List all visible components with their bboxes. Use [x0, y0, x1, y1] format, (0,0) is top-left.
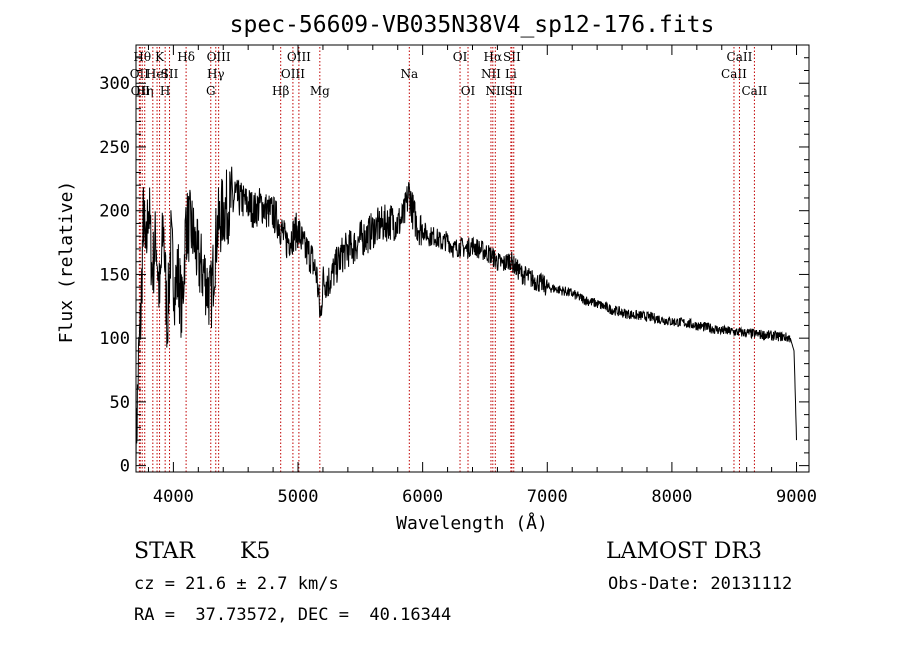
spectral-line-label: Hδ — [177, 50, 195, 64]
x-tick-label: 4000 — [153, 487, 194, 507]
spectral-line-label: H — [160, 84, 170, 98]
spectral-line-label: SII — [161, 67, 179, 81]
spectral-line-label: SII — [503, 50, 521, 64]
x-tick-label: 8000 — [651, 487, 692, 507]
spectral-line-label: K — [155, 50, 165, 64]
object-subclass: K5 — [240, 539, 271, 564]
spectrum-series-line — [135, 166, 797, 470]
spectral-line-label: CaII — [741, 84, 767, 98]
y-axis: 0 50 100 150 200 250 300 — [99, 57, 809, 477]
y-tick-label: 150 — [99, 265, 130, 285]
spectral-line-label: NII — [481, 67, 501, 81]
spectral-line-label: OIII — [281, 67, 305, 81]
y-tick-label: 100 — [99, 329, 130, 349]
spectral-line-label: SII — [505, 84, 523, 98]
spectral-line-label: OI — [453, 50, 468, 64]
spectral-line-label: OII — [131, 84, 151, 98]
spectral-line-label: Hγ — [207, 67, 225, 81]
spectral-line-label: OIII — [207, 50, 231, 64]
spectral-line-label: CaII — [727, 50, 753, 64]
x-axis-label: Wavelength (Å) — [396, 512, 548, 534]
obs-date-text: Obs-Date: 20131112 — [608, 574, 793, 594]
y-tick-label: 200 — [99, 202, 130, 222]
y-tick-label: 0 — [120, 457, 130, 477]
spectral-line-label: Li — [505, 67, 517, 81]
x-tick-label: 6000 — [402, 487, 443, 507]
x-tick-label: 9000 — [776, 487, 817, 507]
spectral-line-label: OI — [461, 84, 476, 98]
spectral-line-label: Hα — [484, 50, 503, 64]
chart-title: spec-56609-VB035N38V4_sp12-176.fits — [230, 12, 715, 38]
spectral-line-label: NII — [485, 84, 505, 98]
spectral-line-label: OIII — [287, 50, 311, 64]
spectral-line-label: CaII — [721, 67, 747, 81]
coordinates-text: RA = 37.73572, DEC = 40.16344 — [134, 605, 452, 625]
spectral-line-label: Hθ — [133, 50, 151, 64]
plot-frame — [135, 44, 810, 473]
x-tick-label: 5000 — [278, 487, 319, 507]
spectral-line-label: Na — [400, 67, 418, 81]
y-tick-label: 50 — [110, 393, 130, 413]
y-tick-label: 300 — [99, 74, 130, 94]
spectral-line-label: OII — [130, 67, 150, 81]
spectrum-chart: spec-56609-VB035N38V4_sp12-176.fits OIIO… — [56, 12, 817, 534]
y-tick-label: 250 — [99, 138, 130, 158]
spectral-line-label: Hη — [136, 84, 154, 98]
spectrum-line-group — [135, 166, 797, 470]
spectral-line-label: G — [206, 84, 216, 98]
x-axis: 4000 5000 6000 7000 8000 9000 — [147, 45, 817, 507]
y-axis-label: Flux (relative) — [56, 181, 77, 344]
redshift-text: cz = 21.6 ± 2.7 km/s — [134, 574, 339, 594]
emission-line-markers: OII OII Hθ Hη HeI K H SII Hδ G Hγ OIII Hβ OIII OIII Mg N… — [130, 47, 768, 472]
spectral-line-label: HeI — [146, 67, 169, 81]
spectral-line-label: Hβ — [272, 84, 289, 98]
object-class: STAR — [134, 539, 195, 564]
x-tick-label: 7000 — [527, 487, 568, 507]
survey-name: LAMOST DR3 — [606, 539, 762, 564]
spectral-line-label: Mg — [310, 84, 330, 98]
